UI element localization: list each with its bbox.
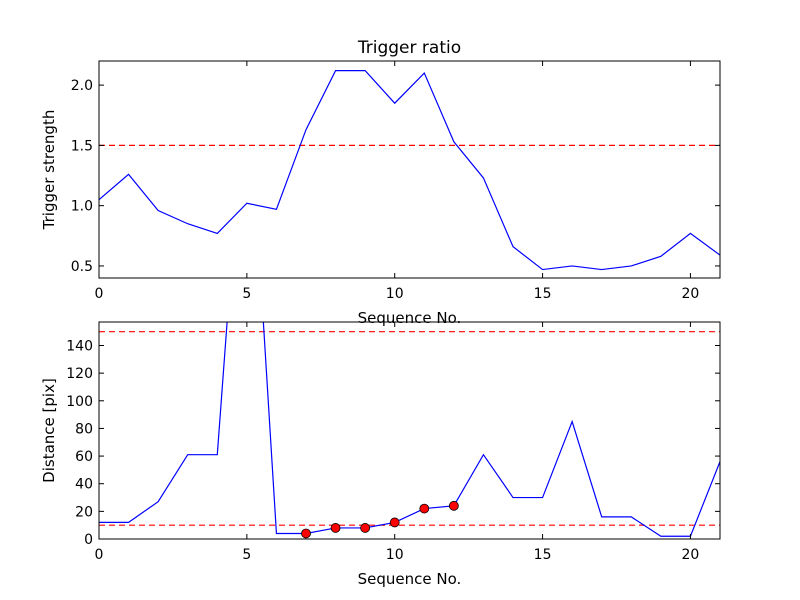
chart-1-y-tick-label: 1.0 <box>71 199 93 215</box>
chart-1-series-line-1 <box>99 70 720 271</box>
chart-2-x-tick-label: 10 <box>386 547 404 563</box>
chart-1-y-tick-label: 2.0 <box>71 78 93 94</box>
chart-2-y-tick-label: 80 <box>75 421 93 437</box>
chart-1-title: Trigger ratio <box>357 38 461 58</box>
chart-2-y-tick-label: 140 <box>66 338 93 354</box>
chart-2-x-tick-label: 20 <box>682 547 700 563</box>
chart-1-x-tick-label: 5 <box>242 286 251 302</box>
chart-1-y-axis-label: Trigger strength <box>40 110 58 231</box>
chart-2-x-tick-label: 5 <box>242 547 251 563</box>
chart-1-x-tick-label: 20 <box>682 286 700 302</box>
chart-2-x-axis-label: Sequence No. <box>358 570 462 588</box>
chart-2-x-tick-label: 15 <box>534 547 552 563</box>
chart-2-marker-point <box>330 523 341 533</box>
chart-2-y-tick-label: 120 <box>66 366 93 382</box>
chart-1-x-tick-label: 15 <box>534 286 552 302</box>
chart-2-y-tick-label: 20 <box>75 504 93 520</box>
chart-2-y-tick-label: 60 <box>75 449 93 465</box>
chart-2-x-tick-label: 0 <box>95 547 104 563</box>
chart-1-group: 0 5 10 15 20 0.5 1.0 1.5 2.0 Sequence No. Trigger … <box>40 38 721 327</box>
chart-1-y-tick-label: 0.5 <box>71 259 93 275</box>
chart-2-y-tick-label: 0 <box>84 532 93 548</box>
chart-2-group: 0 5 10 15 20 0 20 40 60 80 100 120 140 Sequence No. Di… <box>40 321 721 588</box>
chart-2-marker-point <box>301 528 311 539</box>
chart-2-marker-point <box>389 517 400 528</box>
chart-2-marker-point <box>419 503 430 514</box>
chart-1-x-axis-label: Sequence No. <box>358 309 462 327</box>
chart-1-x-tick-label: 10 <box>386 286 404 302</box>
chart-2-series-line-1 <box>99 322 720 537</box>
chart-1-axes-frame <box>98 60 721 279</box>
chart-1-plot-area <box>99 70 720 271</box>
chart-2-axes-frame <box>98 321 721 540</box>
chart-2-y-tick-label: 100 <box>66 394 93 410</box>
chart-2-y-axis-label: Distance [pix] <box>40 378 58 483</box>
chart-2-marker-point <box>448 500 459 511</box>
chart-1-x-tick-label: 0 <box>95 286 104 302</box>
chart-2-plot-area <box>99 322 720 537</box>
chart-2-y-tick-label: 40 <box>75 477 93 493</box>
chart-2-marker-point <box>360 523 371 533</box>
chart-1-y-tick-label: 1.5 <box>71 138 93 154</box>
